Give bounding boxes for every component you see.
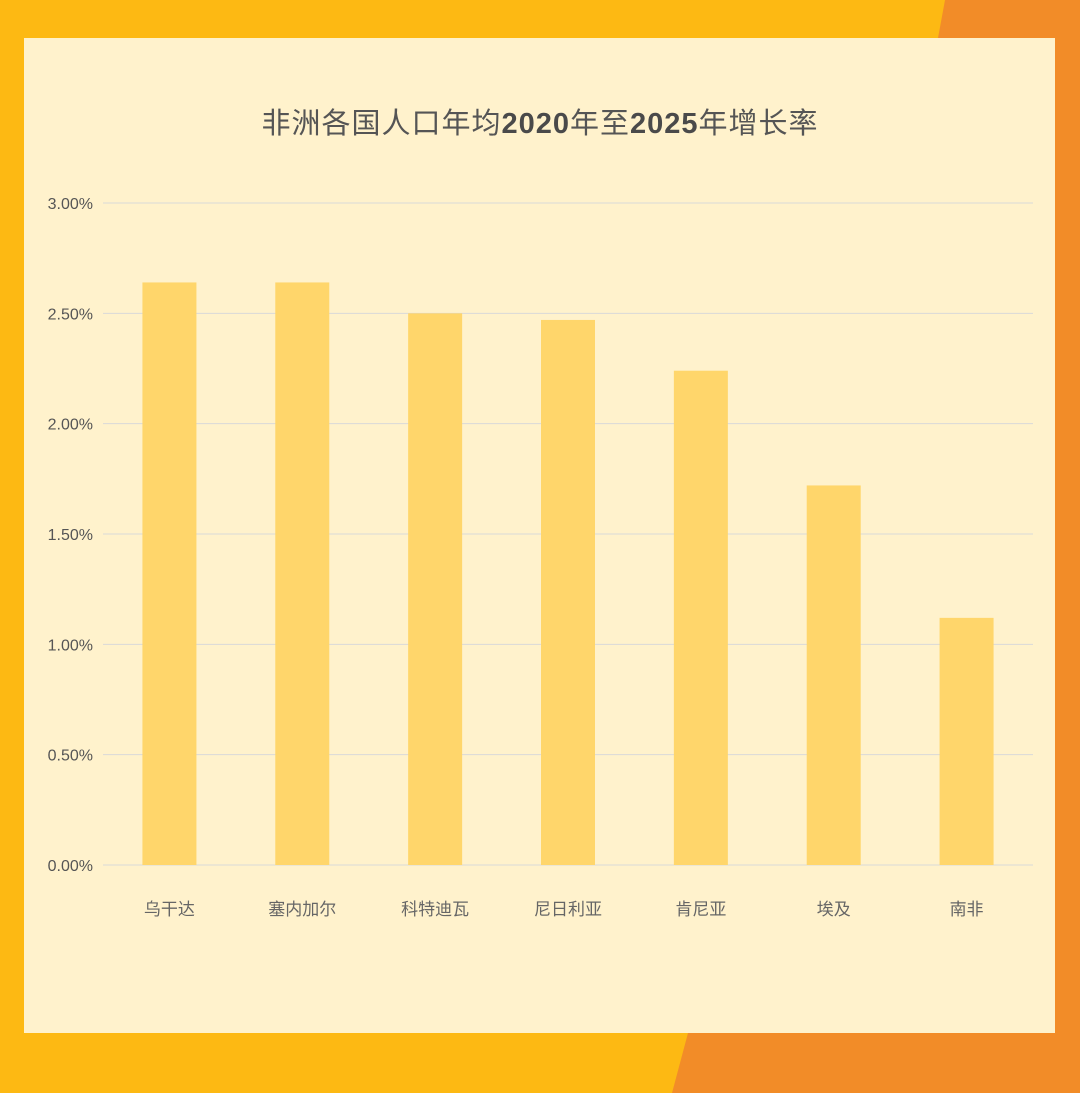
x-category-label: 科特迪瓦 <box>401 900 469 920</box>
title-part-5: 年增长率 <box>698 106 819 140</box>
bars <box>142 282 994 865</box>
x-category-label: 尼日利亚 <box>534 900 602 920</box>
bar <box>673 370 728 865</box>
x-category-label: 南非 <box>950 900 984 920</box>
y-tick-label: 2.50% <box>48 306 93 323</box>
title-part-4: 2025 <box>630 108 699 140</box>
title-part-2: 2020 <box>501 108 570 140</box>
y-tick-label: 3.00% <box>48 196 93 213</box>
y-tick-label: 0.50% <box>48 748 93 765</box>
title-part-1: 非洲各国人口年均 <box>261 106 502 140</box>
title-part-3: 年至 <box>569 106 630 140</box>
bar <box>806 485 861 865</box>
x-category-label: 乌干达 <box>144 900 195 920</box>
x-category-label: 埃及 <box>817 900 851 920</box>
x-axis-labels: 乌干达 塞内加尔 科特迪瓦 尼日利亚 肯尼亚 埃及 南非 <box>144 900 984 920</box>
y-tick-label: 0.00% <box>48 858 93 875</box>
bar <box>275 282 330 865</box>
y-axis-ticks: 0.00% 0.50% 1.00% 1.50% 2.00% 2.50% 3.00% <box>48 196 93 875</box>
y-tick-label: 2.00% <box>48 417 93 434</box>
chart-title: 非洲各国人口年均2020年至2025年增长率 <box>0 100 1080 142</box>
bar <box>142 282 197 865</box>
y-tick-label: 1.00% <box>48 637 93 654</box>
y-tick-label: 1.50% <box>48 527 93 544</box>
bar <box>939 617 994 865</box>
x-category-label: 肯尼亚 <box>675 900 726 920</box>
bar <box>408 313 463 865</box>
bar <box>541 319 595 865</box>
x-category-label: 塞内加尔 <box>268 900 336 920</box>
